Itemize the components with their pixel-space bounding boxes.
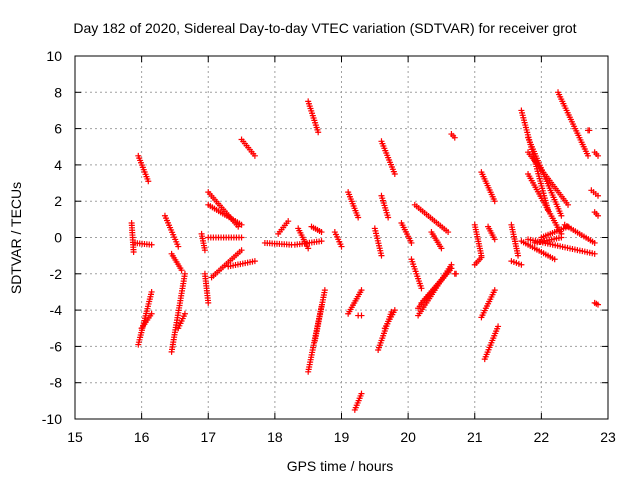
y-tick-label: 0 (54, 230, 62, 246)
data-point (145, 178, 152, 185)
data-point (595, 212, 602, 219)
axis-ticks: 15 16 17 18 19 20 21 22 23 -10 -8 -6 -4 -2 0 2 4 6 8 10 (42, 48, 616, 445)
x-tick-label: 21 (467, 429, 483, 445)
y-tick-label: -6 (50, 338, 63, 354)
data-point (558, 234, 565, 241)
data-point (305, 245, 312, 252)
data-point (235, 223, 242, 230)
y-tick-label: 4 (54, 157, 62, 173)
data-point (201, 247, 208, 254)
data-point (453, 270, 460, 277)
data-point (130, 249, 137, 256)
data-point (358, 312, 365, 319)
data-point (408, 239, 415, 246)
y-tick-label: -8 (50, 375, 63, 391)
x-tick-label: 23 (600, 429, 616, 445)
y-tick-label: 10 (46, 48, 62, 64)
data-point (491, 198, 498, 205)
data-point (148, 241, 155, 248)
data-point (438, 245, 445, 252)
x-tick-label: 18 (267, 429, 283, 445)
data-point (378, 252, 385, 259)
data-point (315, 129, 322, 136)
data-point (585, 152, 592, 159)
data-point (445, 229, 452, 236)
y-tick-label: -2 (50, 266, 63, 282)
data-point (285, 218, 292, 225)
data-point (491, 236, 498, 243)
data-point (148, 288, 155, 295)
data-point (205, 299, 212, 306)
data-point (591, 239, 598, 246)
data-point (391, 170, 398, 177)
y-tick-label: 2 (54, 193, 62, 209)
data-points (128, 89, 602, 413)
data-point (251, 258, 258, 265)
data-point (338, 243, 345, 250)
data-point (358, 287, 365, 294)
y-axis-label: SDTVAR / TECUs (8, 182, 24, 294)
data-point (586, 127, 593, 134)
data-point (491, 287, 498, 294)
data-point (238, 234, 245, 241)
data-point (558, 212, 565, 219)
data-point (181, 270, 188, 277)
data-point (175, 243, 182, 250)
data-point (595, 192, 602, 199)
data-point (495, 323, 502, 330)
data-point (385, 214, 392, 221)
data-point (565, 201, 572, 208)
y-tick-label: -4 (50, 302, 63, 318)
data-point (418, 285, 425, 292)
y-tick-label: 6 (54, 121, 62, 137)
data-point (358, 390, 365, 397)
data-point (445, 268, 452, 275)
data-point (318, 238, 325, 245)
data-point (478, 254, 485, 261)
x-tick-label: 22 (534, 429, 550, 445)
data-point (448, 265, 455, 272)
data-point (595, 152, 602, 159)
x-axis-label: GPS time / hours (287, 458, 394, 474)
data-point (238, 247, 245, 254)
chart-title: Day 182 of 2020, Sidereal Day-to-day VTE… (73, 20, 576, 36)
data-point (181, 310, 188, 317)
y-tick-label: 8 (54, 84, 62, 100)
data-point (515, 252, 522, 259)
x-tick-label: 17 (200, 429, 216, 445)
x-tick-label: 19 (334, 429, 350, 445)
data-point (251, 152, 258, 159)
data-point (355, 214, 362, 221)
data-point (591, 250, 598, 257)
data-point (451, 134, 458, 141)
data-point (551, 256, 558, 263)
data-point (518, 261, 525, 268)
data-point (178, 267, 185, 274)
y-tick-label: -10 (42, 411, 62, 427)
data-point (148, 310, 155, 317)
x-tick-label: 15 (67, 429, 83, 445)
x-tick-label: 20 (400, 429, 416, 445)
x-tick-label: 16 (134, 429, 150, 445)
data-point (391, 307, 398, 314)
data-point (318, 229, 325, 236)
data-point (595, 301, 602, 308)
data-point (238, 221, 245, 228)
data-point (321, 287, 328, 294)
